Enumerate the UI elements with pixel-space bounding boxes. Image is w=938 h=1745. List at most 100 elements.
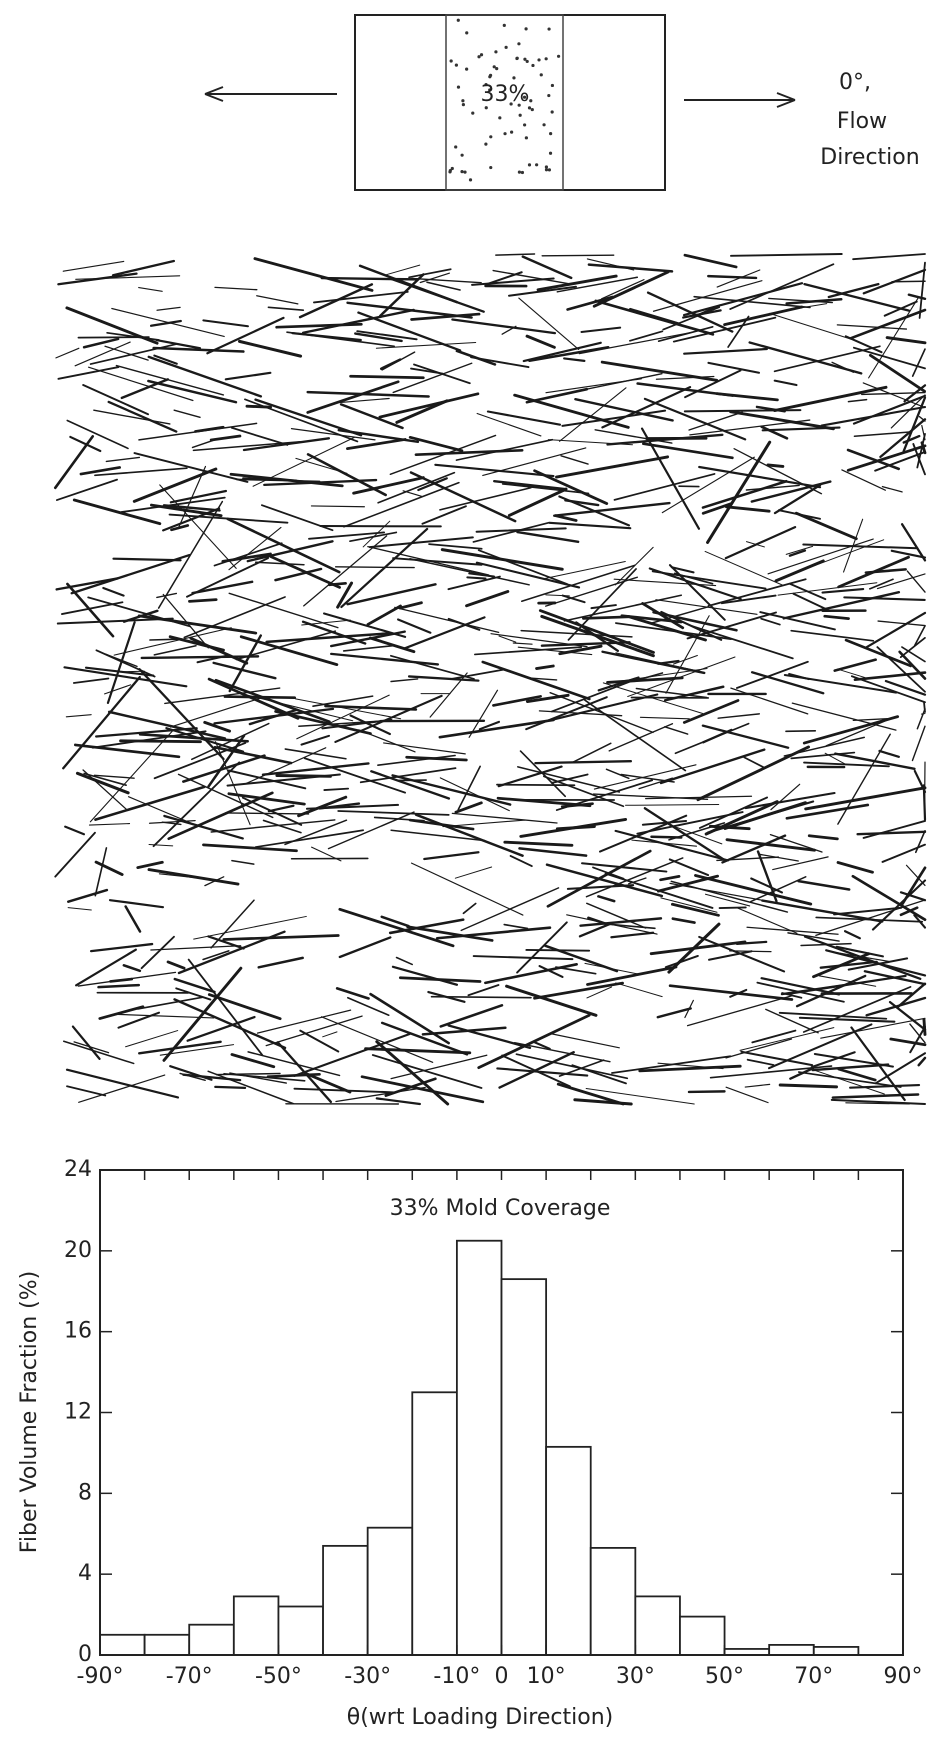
fiber: [709, 1065, 833, 1079]
fiber: [785, 545, 814, 555]
fiber: [486, 410, 562, 426]
fiber: [865, 996, 927, 1017]
fiber: [497, 765, 563, 788]
fiber: [850, 675, 926, 704]
fiber: [408, 268, 452, 279]
bar: [366, 1526, 414, 1656]
bar: [812, 1646, 860, 1656]
fiber: [226, 773, 341, 787]
y-tick-label: 8: [78, 1480, 92, 1505]
fiber: [744, 791, 836, 810]
fiber: [663, 685, 725, 702]
fiber: [610, 931, 655, 939]
direction-label: Direction: [820, 145, 919, 170]
fiber: [94, 467, 188, 477]
fiber: [689, 419, 811, 436]
fiber: [548, 521, 632, 530]
fiber: [256, 1009, 352, 1034]
fiber: [782, 591, 901, 620]
fiber: [378, 392, 480, 419]
fiber: [122, 964, 142, 973]
stipple-dot: [484, 82, 488, 87]
fiber: [202, 843, 298, 853]
fiber: [545, 378, 642, 394]
fiber: [876, 573, 926, 590]
fiber: [687, 1090, 726, 1094]
fiber: [112, 557, 182, 562]
fiber: [177, 773, 274, 819]
fiber: [55, 347, 80, 359]
fiber: [818, 975, 877, 987]
fiber: [429, 672, 468, 718]
fiber: [414, 448, 524, 457]
fiber: [573, 1098, 633, 1106]
fiber: [790, 751, 856, 760]
fiber: [561, 594, 586, 604]
fiber: [237, 339, 303, 358]
fiber: [254, 561, 305, 566]
stipple-dot: [463, 170, 467, 174]
fiber: [439, 486, 532, 511]
fiber: [592, 270, 670, 308]
fiber: [474, 646, 583, 656]
fiber: [723, 305, 804, 327]
fiber: [649, 940, 747, 956]
fiber: [455, 349, 497, 366]
fiber: [520, 564, 636, 603]
fiber: [124, 905, 142, 933]
fiber: [221, 552, 272, 563]
fiber: [336, 581, 354, 609]
fiber: [57, 366, 120, 380]
fiber: [375, 1097, 421, 1106]
fiber: [183, 596, 286, 639]
fiber: [868, 353, 926, 393]
fiber: [78, 1074, 166, 1103]
fiber: [169, 1065, 213, 1081]
fiber: [529, 677, 558, 681]
fiber: [125, 1030, 179, 1048]
fiber: [668, 822, 726, 841]
fiber: [162, 593, 209, 649]
fiber: [191, 580, 254, 595]
fiber: [321, 718, 393, 730]
fiber: [335, 987, 370, 1000]
fiber: [535, 664, 555, 670]
fiber: [175, 987, 212, 1001]
stipple-dot: [522, 95, 527, 99]
fiber: [901, 866, 927, 906]
fiber: [261, 504, 334, 532]
fiber: [77, 336, 150, 339]
fiber: [708, 950, 753, 961]
fiber: [787, 932, 840, 942]
fiber: [371, 1054, 483, 1089]
fiber: [683, 347, 768, 355]
fiber: [659, 875, 681, 882]
x-tick-label: -70°: [166, 1664, 213, 1689]
fiber: [606, 433, 724, 446]
fiber: [672, 654, 698, 665]
fiber: [914, 829, 926, 854]
stipple-dot: [542, 123, 546, 127]
stipple-dot: [520, 170, 525, 175]
fiber: [75, 948, 137, 987]
fiber: [385, 264, 421, 276]
fiber: [615, 982, 663, 998]
fiber: [774, 559, 825, 583]
fiber: [698, 465, 822, 489]
stipple-dot: [517, 170, 522, 174]
fiber: [369, 992, 450, 1045]
fiber: [384, 1077, 437, 1097]
fiber: [394, 606, 500, 634]
fiber: [836, 861, 874, 874]
fiber: [906, 570, 926, 593]
fiber: [802, 986, 912, 1033]
stipple-dot: [465, 31, 469, 35]
x-tick-label: 70°: [794, 1664, 833, 1689]
fiber: [641, 819, 688, 826]
fiber: [519, 817, 628, 838]
fiber: [602, 682, 704, 714]
fiber: [275, 322, 363, 329]
fiber: [147, 379, 238, 404]
fiber: [267, 804, 295, 813]
fiber: [261, 762, 370, 776]
